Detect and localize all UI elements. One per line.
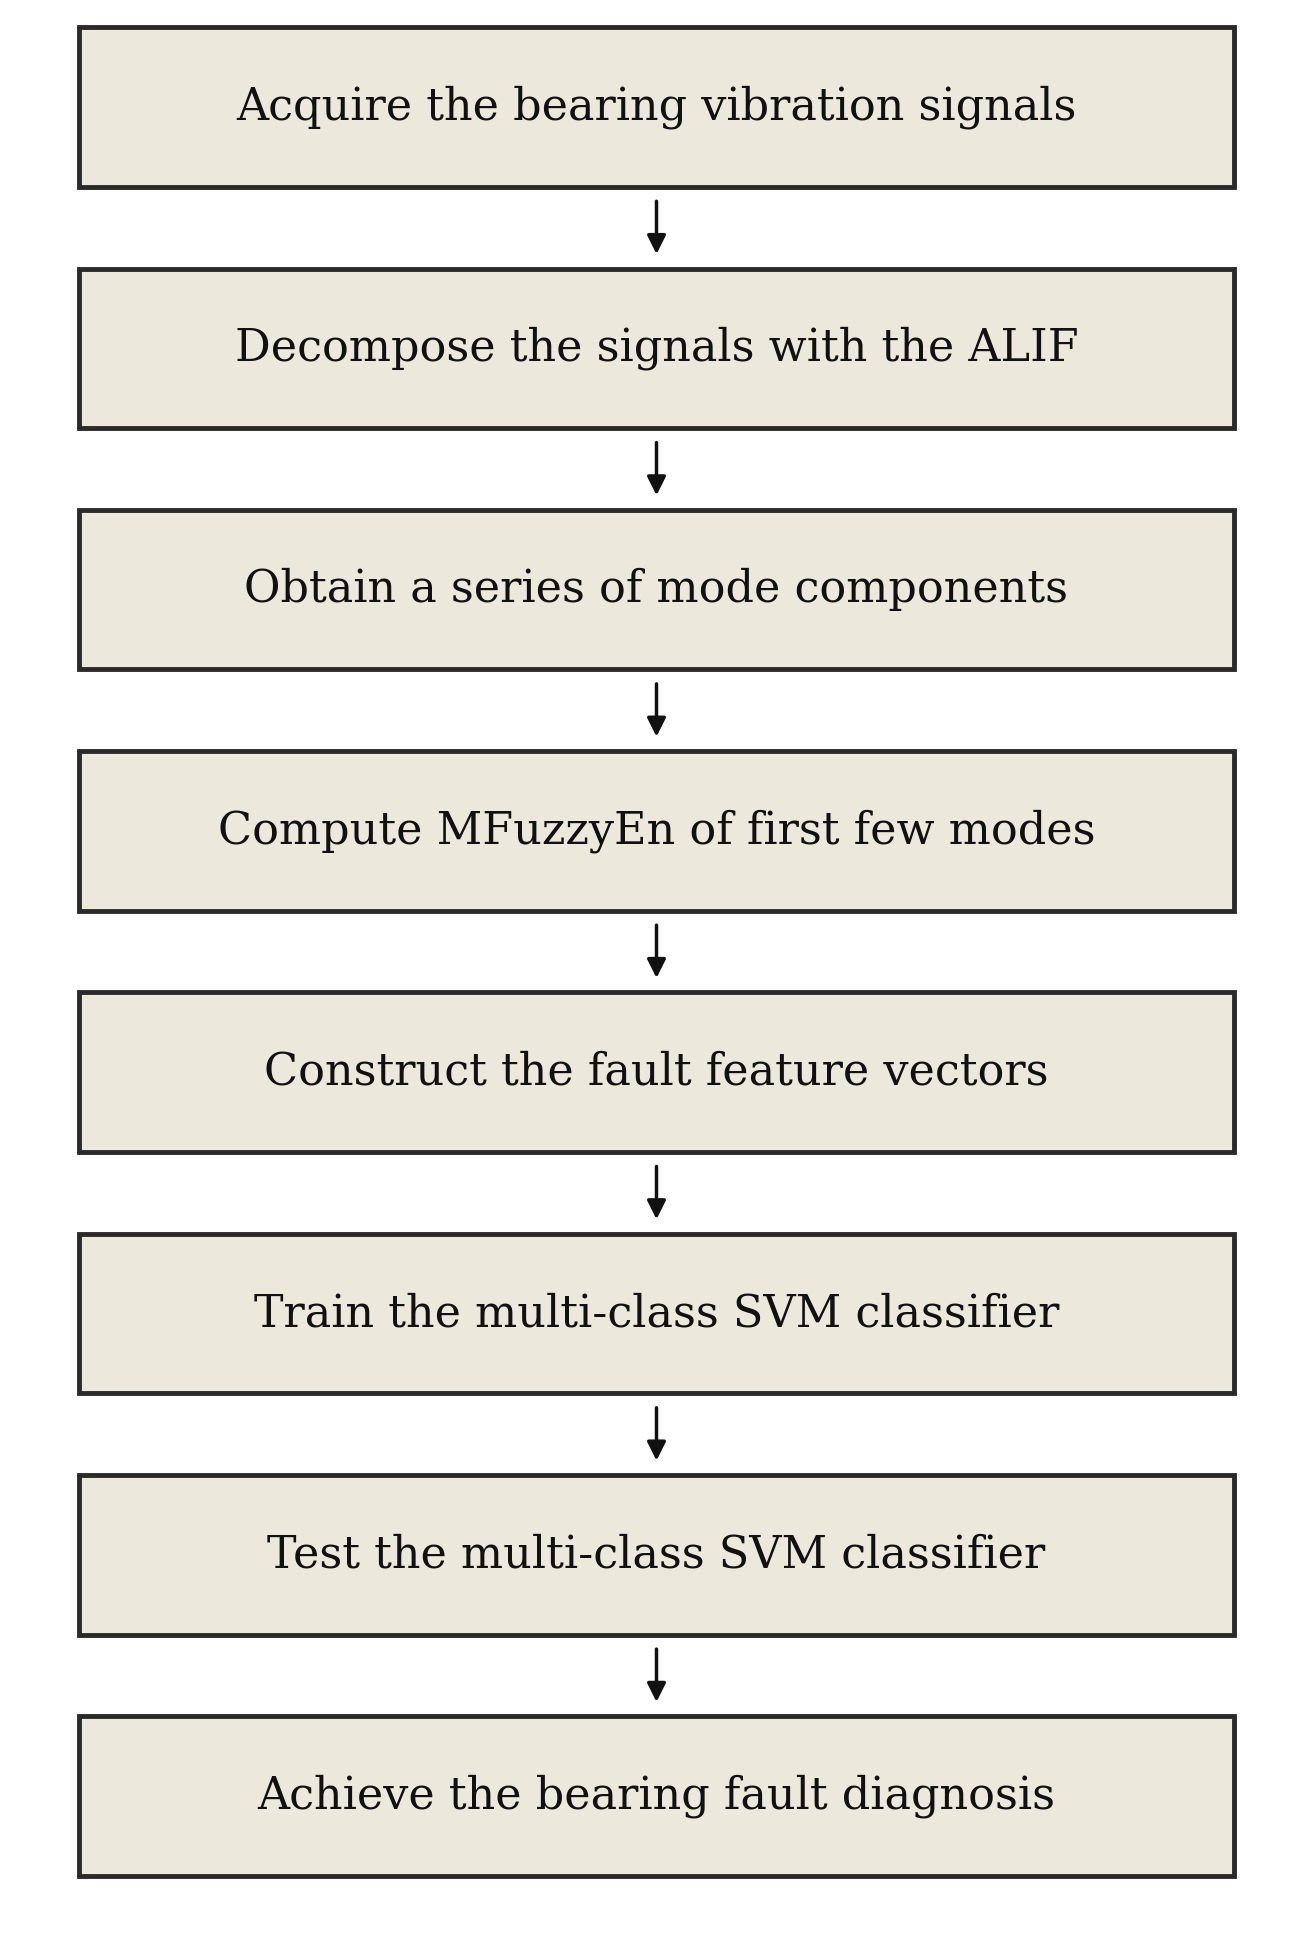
FancyBboxPatch shape <box>79 510 1234 669</box>
Text: Train the multi-class SVM classifier: Train the multi-class SVM classifier <box>253 1292 1060 1335</box>
Text: Acquire the bearing vibration signals: Acquire the bearing vibration signals <box>236 86 1077 128</box>
Text: Decompose the signals with the ALIF: Decompose the signals with the ALIF <box>235 327 1078 370</box>
Text: Achieve the bearing fault diagnosis: Achieve the bearing fault diagnosis <box>257 1775 1056 1818</box>
FancyBboxPatch shape <box>79 269 1234 428</box>
Text: Compute MFuzzyEn of first few modes: Compute MFuzzyEn of first few modes <box>218 810 1095 852</box>
Text: Construct the fault feature vectors: Construct the fault feature vectors <box>264 1051 1049 1094</box>
FancyBboxPatch shape <box>79 1234 1234 1393</box>
Text: Test the multi-class SVM classifier: Test the multi-class SVM classifier <box>268 1533 1045 1576</box>
FancyBboxPatch shape <box>79 1716 1234 1876</box>
FancyBboxPatch shape <box>79 992 1234 1152</box>
Text: Obtain a series of mode components: Obtain a series of mode components <box>244 568 1069 611</box>
FancyBboxPatch shape <box>79 751 1234 911</box>
FancyBboxPatch shape <box>79 1475 1234 1635</box>
FancyBboxPatch shape <box>79 27 1234 187</box>
